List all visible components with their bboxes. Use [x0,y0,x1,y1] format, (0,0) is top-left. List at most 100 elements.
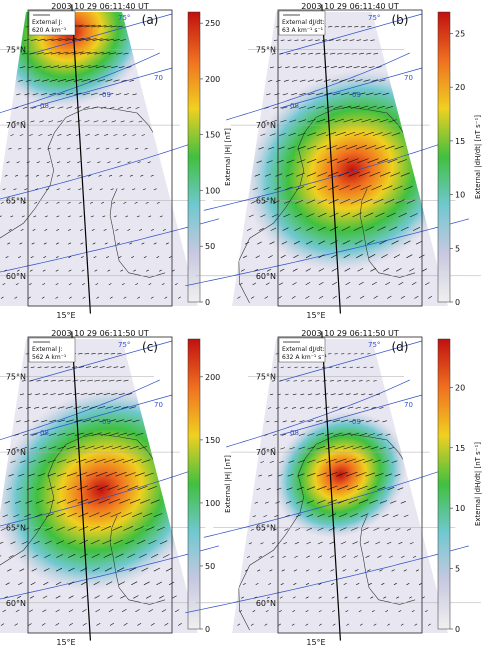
scale-quantity: External J: [32,346,63,353]
vector-arrow [14,174,19,177]
vector-arrow [290,433,296,436]
vector-arrow [409,213,418,218]
vector-arrow [300,52,306,55]
vector-arrow [271,542,276,545]
vector-arrow [371,79,378,82]
vector-arrow [37,366,42,368]
vector-arrow [139,553,147,558]
vector-arrow [30,366,35,368]
vector-arrow [356,582,360,586]
vector-arrow [398,281,404,286]
vector-arrow [107,93,114,96]
vector-arrow [371,185,383,191]
vector-arrow [271,214,278,218]
vector-arrow [284,200,292,204]
colorbar-label: External |dH/dt| [nT s⁻¹] [474,115,482,199]
vector-arrow [301,39,306,41]
vector-arrow [21,380,26,382]
mlt-contour [29,394,173,436]
vector-arrow [268,146,275,150]
vector-arrow [118,432,128,436]
vector-arrow [120,595,126,599]
vector-arrow [111,65,118,69]
vector-arrow [48,106,55,109]
vector-arrow [56,513,66,518]
vector-arrow [291,623,295,626]
vector-arrow [10,460,16,463]
vector-arrow [75,458,87,463]
vector-arrow [365,420,372,423]
vector-arrow [392,185,403,191]
vector-arrow [67,174,71,177]
vector-arrow [394,473,401,477]
vector-arrow [335,39,341,41]
vector-arrow [68,581,75,586]
vector-arrow [15,283,19,286]
vector-arrow [368,66,375,69]
vector-arrow [307,446,316,450]
vector-arrow [137,296,141,299]
vector-arrow [142,512,153,518]
vector-arrow [120,120,125,123]
vector-arrow [358,281,364,286]
vector-arrow [42,609,47,613]
vector-arrow [368,433,375,436]
vector-arrow [280,366,284,368]
vector-arrow [43,379,49,382]
vector-arrow [81,406,90,409]
coastline-norway-north [65,433,121,445]
latitude-label: 70°N [6,121,26,130]
vector-arrow [99,92,106,96]
mlt-label: 09 [102,91,111,99]
vector-arrow [19,393,25,396]
map-panel: 2003 10 29 06:11:40 UT (b) External dJ/dt:… [185,2,482,320]
vector-arrow [57,419,65,423]
vector-arrow [0,555,2,558]
vector-arrow [373,527,380,531]
vector-arrow [345,393,351,396]
longitude-label: 15°E [56,638,75,647]
vector-arrow [65,379,71,382]
vector-arrow [35,393,40,396]
colorbar-label: External |H| [nT] [224,455,232,513]
vector-arrow [385,610,389,613]
vector-arrow [4,174,8,177]
vector-arrow [29,134,33,136]
vector-arrow [120,269,124,272]
vector-arrow [105,471,118,477]
vector-arrow [339,527,347,531]
vector-arrow [123,202,127,204]
vector-arrow [371,610,375,613]
vector-arrow [28,609,33,613]
vector-arrow [121,609,127,613]
vector-arrow [74,432,84,436]
vector-arrow [300,393,305,396]
vector-arrow [100,106,107,109]
vector-arrow [156,256,160,259]
vector-arrow [272,434,277,436]
vector-arrow [29,460,36,463]
vector-arrow [106,581,113,586]
vector-arrow [110,25,118,28]
vector-arrow [362,198,373,204]
vector-arrow [358,171,371,177]
vector-arrow [44,554,51,558]
vector-arrow [396,596,400,599]
vector-arrow [88,188,93,191]
vector-arrow [108,379,115,382]
vector-arrow [16,420,21,423]
colorbar-tick-label: 0 [455,625,460,634]
vector-arrow [359,105,369,109]
vector-arrow [41,623,46,626]
vector-arrow [97,353,103,355]
colorbar-label: External |H| [nT] [224,128,232,186]
vector-arrow [252,187,259,191]
mlat-label: 75° [368,14,380,22]
vector-arrow [65,65,76,69]
vector-arrow [110,188,114,191]
vector-arrow [286,380,290,382]
vector-arrow [279,460,284,463]
coastline-north [120,109,154,133]
vector-arrow [57,79,67,82]
mlt-contour [279,394,423,436]
